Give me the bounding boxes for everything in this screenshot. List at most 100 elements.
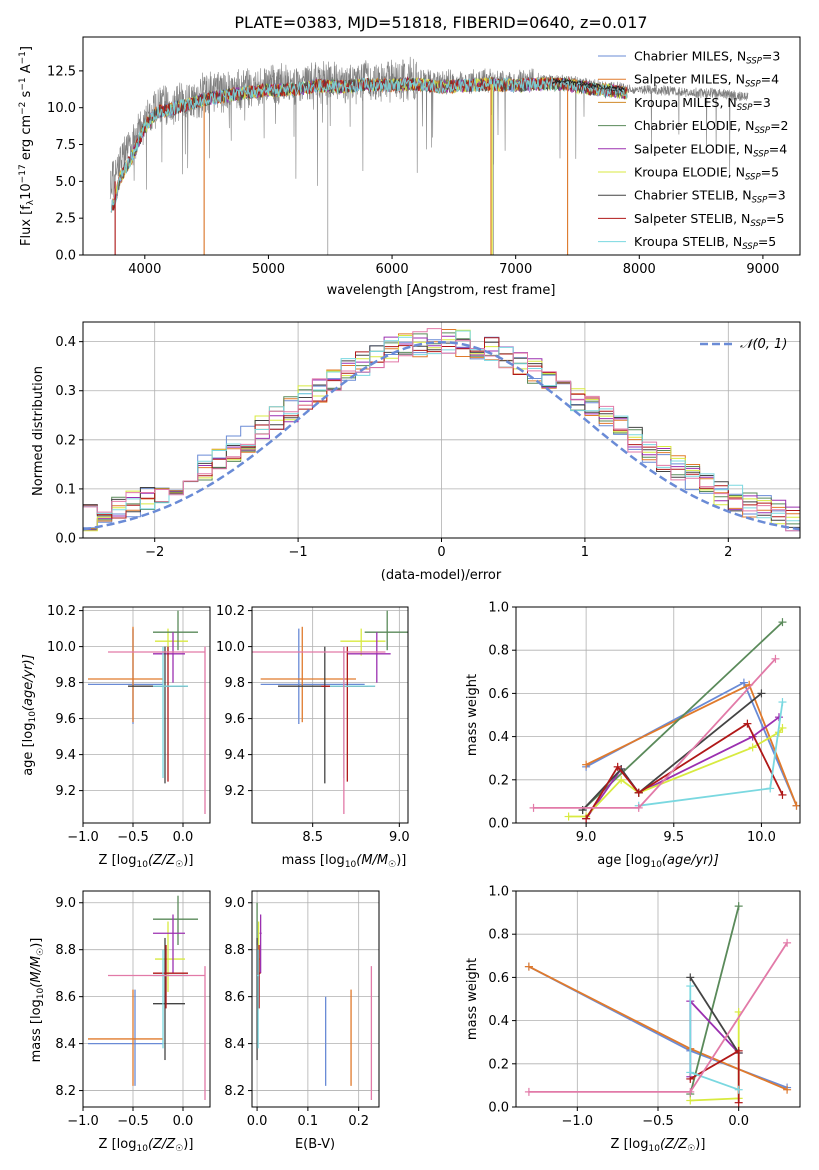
y-tick-label: 0.6 xyxy=(488,971,509,986)
axes-frame xyxy=(515,606,801,824)
model-spectrum-line xyxy=(110,76,628,213)
histogram-y-axis-label: Normed distribution xyxy=(31,366,46,496)
y-tick-label: 0.8 xyxy=(488,928,509,943)
model-spectrum-line xyxy=(110,76,628,213)
y-tick-label: 8.6 xyxy=(55,990,76,1005)
y-tick-label: 0.3 xyxy=(55,384,76,399)
age-vs-mass-panel: 8.5 9.0 9.2 9.4 9.6 9.8 10.0 10.2 mass [log10(M/… xyxy=(216,604,410,870)
legend-label: Chabrier STELIB, NSSP=3 xyxy=(634,188,786,206)
plot-area xyxy=(252,610,408,814)
y-tick-label: 0.4 xyxy=(55,335,76,350)
y-tick-label: 7.5 xyxy=(55,138,76,153)
axes-frame xyxy=(251,606,409,824)
y-tick-label: 10.0 xyxy=(47,640,76,655)
y-tick-label: 1.0 xyxy=(488,601,509,616)
legend-label: 𝒩(0, 1) xyxy=(740,337,787,352)
x-tick-label: 0.0 xyxy=(173,830,194,845)
plot-area xyxy=(83,328,800,534)
y-tick-label: 8.2 xyxy=(224,1084,245,1099)
y-tick-label: 10.2 xyxy=(47,604,76,619)
y-tick-label: 12.5 xyxy=(47,64,76,79)
y-tick-label: 2.5 xyxy=(55,212,76,227)
y-tick-label: 9.0 xyxy=(224,896,245,911)
y-tick-label: 9.8 xyxy=(55,676,76,691)
x-tick-label: 0 xyxy=(437,545,445,560)
y-tick-label: 0.2 xyxy=(488,773,509,788)
y-tick-label: 8.8 xyxy=(224,943,245,958)
x-tick-label: 7000 xyxy=(499,262,532,277)
spectrum-panel: 4000 5000 6000 7000 8000 9000 0.0 2.5 5.0 7.5 10.0… xyxy=(18,36,801,298)
metallicity-axis-label: Z [log10(Z/Z☉)] xyxy=(611,1137,706,1154)
x-tick-label: 0.2 xyxy=(348,1114,369,1129)
y-tick-label: 0.1 xyxy=(55,482,76,497)
massweight-series-line xyxy=(581,621,784,811)
model-spectrum-line xyxy=(110,76,628,213)
x-tick-label: 4000 xyxy=(128,262,161,277)
y-tick-label: 9.0 xyxy=(55,896,76,911)
y-tick-label: 9.8 xyxy=(224,676,245,691)
model-spectrum-line xyxy=(110,76,628,213)
legend-label: Chabrier ELODIE, NSSP=2 xyxy=(634,118,789,136)
y-tick-label: 0.8 xyxy=(488,644,509,659)
model-spectrum-line xyxy=(110,76,628,213)
legend-label: Chabrier MILES, NSSP=3 xyxy=(634,49,780,67)
y-tick-label: 9.6 xyxy=(224,712,245,727)
mass-vs-metallicity-panel: −1.0 −0.5 0.0 8.2 8.4 8.6 8.8 9.0 Z [log10(Z/Z☉)… xyxy=(29,890,211,1154)
metallicity-axis-label: Z [log10(Z/Z☉)] xyxy=(99,1137,194,1154)
x-tick-label: −1.0 xyxy=(67,1114,99,1129)
x-tick-label: 1 xyxy=(581,545,589,560)
y-tick-label: 9.4 xyxy=(224,748,245,763)
y-tick-label: 8.8 xyxy=(55,943,76,958)
x-tick-label: 0.0 xyxy=(173,1114,194,1129)
y-tick-label: 10.0 xyxy=(216,640,245,655)
figure-title: PLATE=0383, MJD=51818, FIBERID=0640, z=0… xyxy=(234,13,647,32)
y-tick-label: 0.2 xyxy=(488,1057,509,1072)
mass-vs-ebv-panel: 0.0 0.1 0.2 8.2 8.4 8.6 8.8 9.0 E(B-V) xyxy=(224,890,380,1152)
spectrum-legend: Chabrier MILES, NSSP=3 Salpeter MILES, NS… xyxy=(598,49,789,252)
x-tick-label: −2 xyxy=(145,545,164,560)
axes-frame xyxy=(82,606,211,824)
massweight-y-axis-label: mass weight xyxy=(465,958,480,1040)
metallicity-axis-label: Z [log10(Z/Z☉)] xyxy=(99,853,194,870)
axes-frame xyxy=(251,890,380,1108)
x-tick-label: 10.0 xyxy=(747,830,776,845)
y-tick-label: 8.4 xyxy=(224,1037,245,1052)
y-tick-label: 9.6 xyxy=(55,712,76,727)
y-tick-label: 10.2 xyxy=(216,604,245,619)
plot-area xyxy=(88,610,206,814)
histogram-x-axis-label: (data-model)/error xyxy=(381,568,502,583)
massweight-series-line xyxy=(638,701,784,807)
x-tick-label: −1.0 xyxy=(67,830,99,845)
legend-label: Kroupa ELODIE, NSSP=5 xyxy=(634,165,779,183)
spectrum-y-axis-label: Flux [fλ10−17 erg cm−2 s−1 A−1] xyxy=(18,46,36,246)
spectrum-x-axis-label: wavelength [Angstrom, rest frame] xyxy=(327,283,556,298)
y-tick-label: 0.0 xyxy=(488,1101,509,1116)
x-tick-label: 9.0 xyxy=(389,830,410,845)
mass-axis-label: mass [log10(M/M☉)] xyxy=(282,853,407,870)
legend-label: Salpeter ELODIE, NSSP=4 xyxy=(634,141,787,159)
model-spectrum-line xyxy=(110,76,628,213)
x-tick-label: −1.0 xyxy=(562,1114,594,1129)
massweight-series-line xyxy=(585,681,798,807)
x-tick-label: 0.0 xyxy=(728,1114,749,1129)
plot-area xyxy=(529,618,800,823)
massweight-series-line xyxy=(568,727,784,818)
x-tick-label: 0.1 xyxy=(298,1114,319,1129)
massweight-vs-age-panel: 9.0 9.5 10.0 0.0 0.2 0.4 0.6 0.8 1.0 mass weight a… xyxy=(465,601,801,870)
y-tick-label: 0.2 xyxy=(55,433,76,448)
x-tick-label: 0.0 xyxy=(247,1114,268,1129)
x-tick-label: −1 xyxy=(289,545,308,560)
axes-frame xyxy=(82,890,211,1108)
x-tick-label: 9.5 xyxy=(663,830,684,845)
y-tick-label: 0.0 xyxy=(55,249,76,264)
y-tick-label: 5.0 xyxy=(55,175,76,190)
x-tick-label: 2 xyxy=(724,545,732,560)
age-axis-label: age [log10(age/yr)] xyxy=(597,853,719,870)
x-tick-label: −0.5 xyxy=(117,1114,149,1129)
x-tick-label: 9.0 xyxy=(576,830,597,845)
model-spectrum-line xyxy=(110,76,628,213)
y-tick-label: 10.0 xyxy=(47,101,76,116)
x-tick-label: 9000 xyxy=(746,262,779,277)
legend-label: Salpeter MILES, NSSP=4 xyxy=(634,72,779,90)
